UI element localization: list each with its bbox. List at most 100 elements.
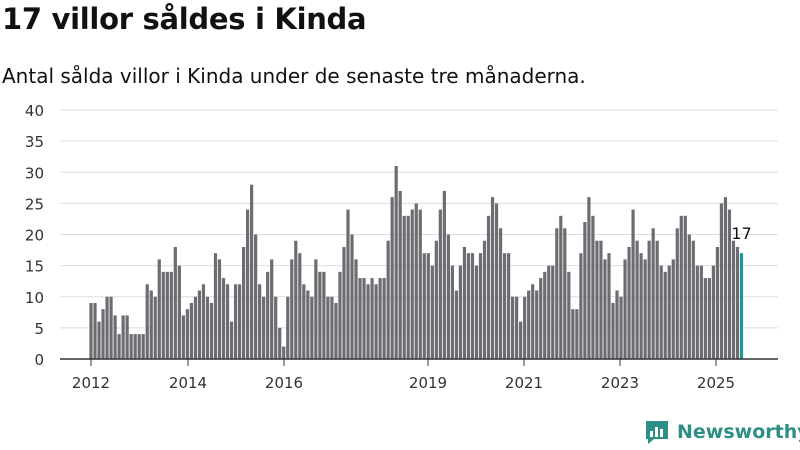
bar <box>502 253 507 359</box>
bar <box>679 215 683 359</box>
bar <box>691 240 695 359</box>
brand-logo[interactable]: Newsworthy <box>644 419 800 445</box>
bar <box>543 271 547 359</box>
bar <box>318 271 322 359</box>
bar <box>527 290 531 359</box>
bar <box>494 203 499 360</box>
bar <box>105 296 109 359</box>
bar <box>241 246 246 359</box>
bar <box>121 315 125 359</box>
bar <box>434 240 438 359</box>
bar <box>258 284 262 359</box>
bar <box>270 259 274 359</box>
bar <box>394 166 398 359</box>
bar <box>583 222 587 359</box>
bar <box>294 240 298 359</box>
bar <box>254 234 258 359</box>
bar <box>515 296 519 359</box>
bar <box>575 309 579 359</box>
bar <box>655 240 659 359</box>
bar <box>358 278 362 359</box>
bar <box>707 278 711 359</box>
bar <box>438 209 442 359</box>
y-tick-label: 10 <box>25 289 44 307</box>
y-tick-label: 20 <box>25 227 44 245</box>
bar <box>157 259 161 359</box>
y-tick-label: 40 <box>25 102 44 120</box>
bar <box>414 203 418 360</box>
bar <box>555 228 559 359</box>
bar <box>711 265 715 360</box>
bar <box>639 253 643 359</box>
bar <box>237 284 242 359</box>
x-tick-label: 2025 <box>697 374 735 392</box>
bar <box>310 296 314 359</box>
bar <box>430 265 434 360</box>
bar <box>735 246 740 359</box>
bar <box>539 278 543 359</box>
bar <box>723 197 728 359</box>
bar <box>326 296 330 359</box>
bar <box>314 259 318 359</box>
bar <box>478 253 483 359</box>
bar <box>366 284 370 359</box>
bar <box>145 284 149 359</box>
bar <box>117 334 121 359</box>
bar <box>302 284 306 359</box>
bar <box>571 309 575 359</box>
bar <box>161 271 165 359</box>
bar <box>523 296 527 359</box>
bar <box>619 296 623 359</box>
bar <box>286 296 290 359</box>
bar <box>173 246 177 359</box>
bar <box>229 321 234 359</box>
bar <box>149 290 153 359</box>
bar <box>354 259 358 359</box>
bar <box>282 346 286 359</box>
bar <box>422 253 426 359</box>
highlight-bar <box>739 253 744 359</box>
bar <box>350 234 354 359</box>
bar <box>290 259 294 359</box>
bar <box>727 209 732 359</box>
brand-name: Newsworthy <box>677 421 800 443</box>
x-tick-label: 2019 <box>409 374 447 392</box>
bar <box>217 259 222 359</box>
bar <box>563 228 567 359</box>
bar <box>703 278 707 359</box>
bar <box>89 302 93 359</box>
bar <box>659 265 663 360</box>
bar <box>378 278 382 359</box>
bar <box>519 321 523 359</box>
chart-subtitle: Antal sålda villor i Kinda under de sena… <box>2 64 586 88</box>
x-tick-label: 2021 <box>505 374 543 392</box>
bar <box>370 278 374 359</box>
newsworthy-logo-icon <box>644 419 670 445</box>
bar <box>342 246 346 359</box>
bar <box>125 315 129 359</box>
bar <box>635 240 639 359</box>
bar <box>266 271 270 359</box>
bar <box>201 284 206 359</box>
bar <box>141 334 145 359</box>
bar <box>675 228 679 359</box>
bar <box>225 284 230 359</box>
bar <box>250 184 254 359</box>
bar <box>498 228 503 359</box>
bar <box>671 259 675 359</box>
y-tick-label: 15 <box>25 258 44 276</box>
bar <box>531 284 535 359</box>
bar <box>462 246 467 359</box>
y-tick-label: 30 <box>25 164 44 182</box>
bar <box>667 265 671 360</box>
bar <box>490 197 495 359</box>
bar <box>398 190 402 359</box>
bar <box>535 290 539 359</box>
bar <box>695 265 699 360</box>
bar <box>382 278 386 359</box>
bar <box>551 265 555 360</box>
bar <box>426 253 430 359</box>
bar <box>482 240 487 359</box>
y-tick-label: 0 <box>34 351 44 369</box>
